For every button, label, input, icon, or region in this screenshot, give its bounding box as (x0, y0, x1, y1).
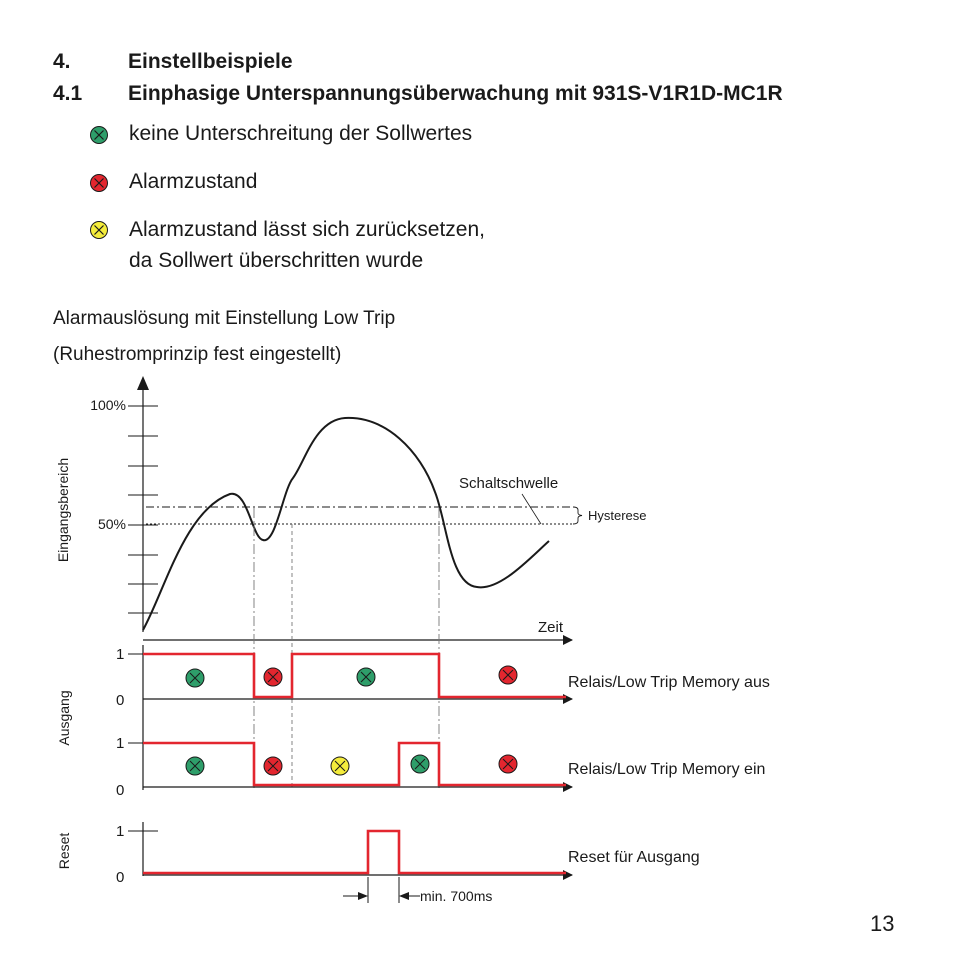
page-number: 13 (870, 911, 895, 936)
input-y-ticks (128, 405, 158, 614)
heading-1-title: Einstellbeispiele (128, 50, 293, 73)
diagram-subtitle: (Ruhestromprinzip fest eingestellt) (53, 344, 342, 365)
output1-level-1: 1 (116, 646, 124, 663)
output1-level-0: 0 (116, 692, 124, 709)
hysteresis-label: Hysterese (588, 508, 647, 523)
green-indicator-icon (185, 756, 205, 776)
legend-text-alarm: Alarmzustand (129, 170, 258, 193)
time-axis-label: Zeit (538, 619, 564, 636)
input-y-axis-arrow (137, 376, 149, 390)
output-axis-label: Ausgang (56, 690, 72, 745)
output2-level-1: 1 (116, 735, 124, 752)
pulse-width-dimension (343, 877, 420, 903)
threshold-leader (521, 493, 542, 525)
red-indicator-icon (498, 665, 518, 685)
reset-axis-label: Reset (56, 833, 72, 870)
tick-label-50: 50% (98, 516, 126, 532)
heading-2-number: 4.1 (53, 82, 83, 105)
reset-trace (143, 829, 566, 875)
green-indicator-icon (410, 754, 430, 774)
heading-2-title: Einphasige Unterspannungsüberwachung mit… (128, 82, 783, 105)
red-indicator-icon (498, 754, 518, 774)
pulse-width-label: min. 700ms (420, 888, 492, 904)
output2-label: Relais/Low Trip Memory ein (568, 761, 765, 778)
output1-trace (143, 652, 566, 699)
tick-label-100: 100% (90, 397, 126, 413)
legend-text-reset-line2: da Sollwert überschritten wurde (129, 249, 424, 272)
heading-1-number: 4. (53, 50, 71, 73)
input-signal-curve (142, 416, 550, 631)
state-indicators (185, 665, 518, 776)
hysteresis-brace (572, 506, 583, 525)
reset-level-0: 0 (116, 869, 124, 886)
legend-text-normal: keine Unterschreitung der Sollwertes (129, 122, 473, 145)
green-indicator-icon (356, 667, 376, 687)
threshold-label: Schaltschwelle (459, 475, 558, 492)
red-indicator-icon (263, 756, 283, 776)
output2-level-0: 0 (116, 782, 124, 799)
input-axis-label: Eingangsbereich (55, 458, 71, 562)
output1-label: Relais/Low Trip Memory aus (568, 674, 770, 691)
green-indicator-icon (185, 668, 205, 688)
legend-text-reset-line1: Alarmzustand lässt sich zurücksetzen, (129, 218, 485, 241)
timing-guides (253, 508, 440, 790)
diagram-title: Alarmauslösung mit Einstellung Low Trip (53, 308, 396, 329)
output2-trace (143, 741, 566, 787)
reset-level-1: 1 (116, 823, 124, 840)
reset-label: Reset für Ausgang (568, 849, 700, 866)
yellow-indicator-icon (90, 221, 108, 239)
red-indicator-icon (263, 667, 283, 687)
yellow-indicator-icon (330, 756, 350, 776)
red-indicator-icon (90, 174, 108, 192)
green-indicator-icon (90, 126, 108, 144)
